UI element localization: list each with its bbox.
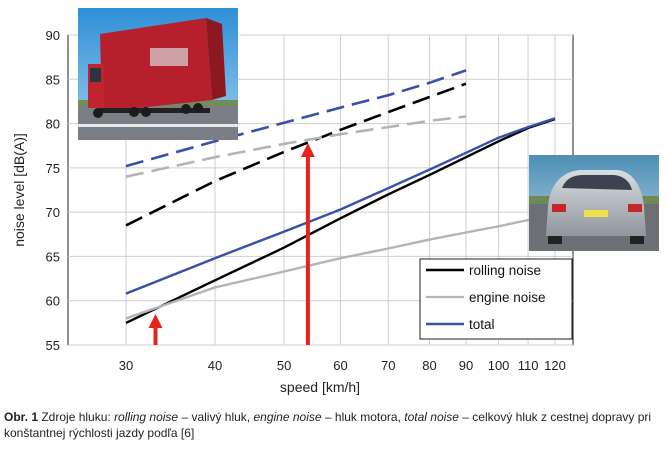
legend-label-rolling: rolling noise (469, 263, 541, 278)
series-line-truck-engine-noise (125, 115, 467, 178)
caption-term-total: total noise (404, 410, 459, 424)
caption-text-1: Zdroje hluku: (38, 410, 115, 424)
x-tick-label: 100 (488, 358, 510, 373)
x-tick-label: 110 (518, 358, 539, 373)
x-tick-label: 50 (277, 358, 291, 373)
y-tick-label: 80 (46, 117, 60, 132)
truck-photo (78, 8, 238, 140)
series-line-car-rolling-noise (125, 117, 556, 324)
x-tick-label: 70 (381, 358, 395, 373)
y-tick-labels: 55 60 65 70 75 80 85 90 (46, 28, 60, 353)
x-tick-label: 40 (208, 358, 222, 373)
arrow-head-0 (148, 314, 163, 328)
x-tick-label: 30 (119, 358, 133, 373)
caption-text-4: – celkový hluk z cestnej dopravy pri kon… (4, 410, 652, 440)
figure-caption: Obr. 1 Zdroje hluku: rolling noise – val… (4, 409, 664, 441)
y-tick-label: 85 (46, 72, 60, 87)
series-line-car-engine-noise (125, 214, 556, 320)
caption-term-engine: engine noise (253, 410, 322, 424)
x-axis-label: speed [km/h] (280, 379, 360, 395)
caption-text-2: – valivý hluk, (178, 410, 254, 424)
car-photo (529, 155, 659, 251)
annotation-arrows (148, 143, 315, 345)
y-tick-label: 55 (46, 338, 60, 353)
y-tick-label: 65 (46, 249, 60, 264)
x-tick-label: 90 (459, 358, 473, 373)
series-line-truck-total (125, 69, 467, 168)
y-tick-label: 90 (46, 28, 60, 43)
arrow-head-1 (300, 143, 315, 158)
noise-chart: 55 60 65 70 75 80 85 90 30 40 50 60 70 80 90 100 110 120… (11, 8, 659, 395)
legend-box (419, 258, 573, 340)
legend: rolling noise engine noise total (419, 258, 573, 340)
caption-term-rolling: rolling noise (114, 410, 179, 424)
caption-label: Obr. 1 (4, 410, 39, 424)
y-tick-label: 70 (46, 205, 60, 220)
x-tick-label: 120 (544, 358, 566, 373)
x-tick-label: 80 (422, 358, 436, 373)
x-tick-labels: 30 40 50 60 70 80 90 100 110 120 (119, 358, 566, 373)
legend-label-total: total (469, 317, 495, 332)
y-tick-label: 60 (46, 294, 60, 309)
y-tick-label: 75 (46, 161, 60, 176)
y-axis-label: noise level [dB(A)] (11, 133, 27, 247)
series-lines (125, 69, 556, 324)
series-line-truck-rolling-noise (125, 82, 467, 227)
x-tick-label: 60 (333, 358, 347, 373)
legend-label-engine: engine noise (469, 290, 546, 305)
caption-text-3: – hluk motora, (321, 410, 405, 424)
series-line-car-total (125, 117, 556, 295)
